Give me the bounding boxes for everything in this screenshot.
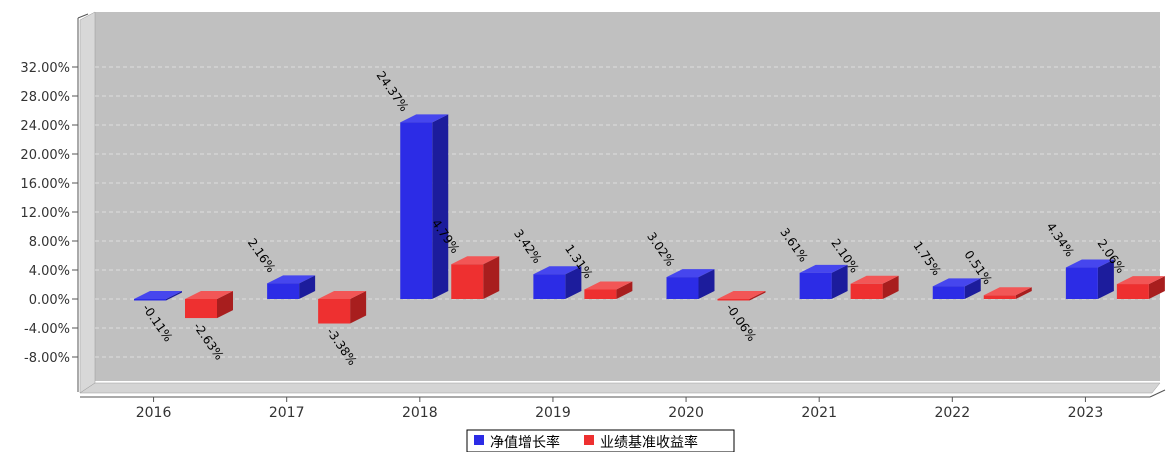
bar-top: [185, 291, 233, 299]
bar-front: [932, 286, 965, 299]
y-tick-label: 12.00%: [20, 206, 70, 221]
bar-benchmark-return-2018: [451, 256, 500, 299]
bar-side: [831, 264, 848, 299]
bar-top: [134, 291, 182, 299]
bar-side: [616, 281, 633, 299]
bar-front: [134, 299, 166, 301]
bar-top: [666, 269, 715, 278]
y-tick-label: 0.00%: [29, 293, 70, 308]
bar-benchmark-return-2020: [717, 291, 766, 301]
x-tick-label: 2022: [934, 405, 970, 421]
bar-top: [1116, 276, 1165, 285]
bar-benchmark-return-2022: [983, 287, 1032, 299]
bar-top: [932, 278, 981, 287]
bar-top: [400, 114, 449, 123]
bar-top: [983, 287, 1032, 296]
bar-side: [882, 275, 899, 299]
bar-net-value-growth-2023: [1065, 259, 1114, 299]
bar-side: [698, 269, 715, 299]
bar-side: [964, 278, 981, 299]
bar-side: [483, 256, 500, 299]
x-axis: 2016 2017 2018 2019 2020 2021 2022 2023: [80, 389, 1166, 421]
bar-front: [185, 299, 217, 319]
bar-side: [350, 291, 367, 324]
bar-net-value-growth-2018: [400, 114, 449, 299]
plot-background: [79, 11, 1161, 394]
bar-top: [1065, 259, 1114, 268]
bar-front: [717, 299, 750, 301]
bar-front: [584, 289, 617, 299]
bar-front: [666, 277, 699, 299]
bar-side: [299, 275, 316, 299]
bar-top: [533, 266, 582, 275]
bar-top: [717, 291, 766, 299]
y-axis: -8.00% -4.00% 0.00% 4.00% 8.00% 12.00% 16.00% 2…: [20, 13, 89, 392]
legend-label-series-2: 业绩基准收益率: [600, 434, 698, 451]
y-axis-top: [77, 13, 89, 19]
bar-top: [318, 291, 367, 299]
bar-benchmark-return-2016: [185, 291, 233, 319]
x-tick-label: 2018: [402, 405, 438, 421]
bar-front: [983, 295, 1016, 299]
y-tick-label: 32.00%: [20, 61, 70, 76]
bar-front: [318, 299, 351, 324]
bar-side: [749, 291, 766, 301]
bar-benchmark-return-2023: [1116, 276, 1165, 299]
bar-benchmark-return-2021: [850, 275, 899, 299]
x-tick-label: 2023: [1068, 405, 1104, 421]
bar-side: [166, 291, 182, 301]
bar-front: [1065, 267, 1098, 299]
bar-top: [799, 264, 848, 273]
bar-front: [400, 122, 433, 299]
left-wall: [79, 11, 96, 394]
bar-front: [267, 283, 300, 299]
bar-side: [1097, 259, 1114, 299]
legend-swatch-series-2: [584, 435, 594, 445]
y-tick-label: 8.00%: [29, 235, 70, 250]
bar-front: [451, 264, 484, 299]
y-tick-label: 28.00%: [20, 90, 70, 105]
y-tick-label: 20.00%: [20, 148, 70, 163]
x-tick-label: 2021: [801, 405, 837, 421]
bar-net-value-growth-2019: [533, 266, 582, 299]
bar-side: [565, 266, 582, 299]
x-tick-label: 2016: [136, 405, 172, 421]
back-wall: [95, 12, 1160, 381]
bar-top: [584, 281, 633, 290]
legend-label-series-1: 净值增长率: [490, 434, 560, 451]
x-tick-label: 2019: [535, 405, 571, 421]
bar-front: [533, 274, 566, 299]
y-tick-label: -8.00%: [24, 351, 70, 366]
bar-top: [267, 275, 316, 284]
bar-top: [850, 275, 899, 284]
bar-front: [850, 283, 883, 299]
bar-side: [432, 114, 449, 299]
bar-top: [451, 256, 500, 265]
bar-front: [799, 272, 832, 299]
bar-net-value-growth-2020: [666, 269, 715, 299]
x-tick-label: 2017: [269, 405, 305, 421]
y-tick-label: 24.00%: [20, 119, 70, 134]
bar-net-value-growth-2022: [932, 278, 981, 299]
x-axis-end: [1149, 389, 1166, 398]
bar-benchmark-return-2017: [318, 291, 367, 324]
bar-front: [1116, 284, 1149, 299]
floor: [79, 382, 1161, 394]
y-tick-label: -4.00%: [24, 322, 70, 337]
bar-net-value-growth-2017: [267, 275, 316, 299]
bar-net-value-growth-2016: [134, 291, 182, 301]
x-tick-label: 2020: [668, 405, 704, 421]
legend: 净值增长率 业绩基准收益率: [466, 429, 735, 453]
bar-side: [217, 291, 233, 319]
y-tick-label: 16.00%: [20, 177, 70, 192]
bar-side: [1148, 276, 1165, 299]
bars: [134, 114, 1165, 324]
legend-swatch-series-1: [474, 435, 484, 445]
y-tick-label: 4.00%: [29, 264, 70, 279]
bar-side: [1015, 287, 1032, 299]
bar-benchmark-return-2019: [584, 281, 633, 299]
bar-net-value-growth-2021: [799, 264, 848, 299]
